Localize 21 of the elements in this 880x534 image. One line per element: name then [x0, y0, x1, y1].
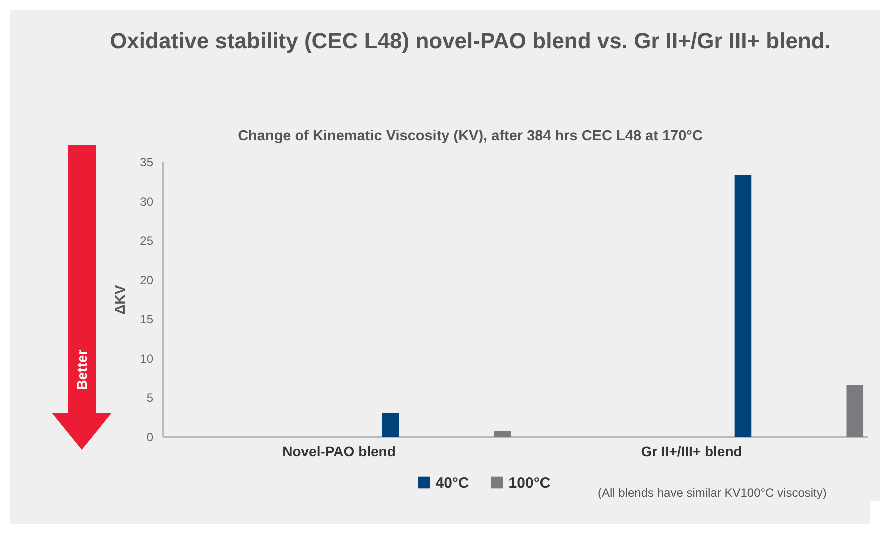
chart-title: Oxidative stability (CEC L48) novel-PAO blend vs. Gr II+/Gr III+ blend. — [110, 28, 831, 54]
legend-label: 100°C — [508, 474, 551, 492]
chart-subtitle: Change of Kinematic Viscosity (KV), after 384 hrs CEC L48 at 170°C — [238, 128, 704, 144]
y-tick-label: 5 — [146, 391, 154, 406]
y-tick-label: 30 — [140, 194, 154, 209]
x-tick-label: Novel-PAO blend — [282, 444, 396, 460]
y-tick-label: 15 — [140, 312, 154, 327]
bar — [734, 175, 752, 437]
text: (All blends have similar KV100°C viscosity) — [598, 486, 827, 500]
y-tick-label: 0 — [146, 430, 154, 444]
x-tick-label: Gr II+/III+ blend — [641, 444, 742, 460]
bar — [494, 432, 512, 437]
bar — [382, 413, 400, 437]
y-axis-title: ΔKV — [112, 284, 128, 315]
y-tick-label: 20 — [140, 273, 154, 288]
y-tick-label: 35 — [140, 156, 154, 170]
bar — [846, 385, 864, 437]
y-tick-label: 10 — [140, 352, 154, 366]
legend-label: 40°C — [436, 474, 470, 492]
text: Better — [74, 350, 90, 390]
y-tick-label: 25 — [140, 234, 154, 248]
